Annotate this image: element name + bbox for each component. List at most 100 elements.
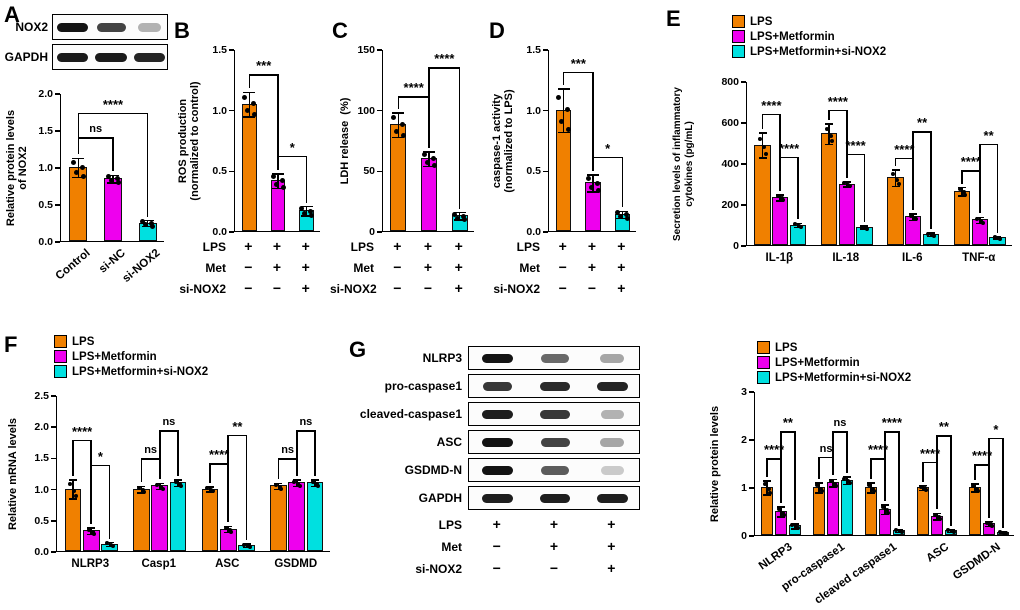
error-bar-cap xyxy=(107,174,119,177)
data-point xyxy=(998,530,1003,535)
significance-bracket xyxy=(159,430,179,432)
data-point xyxy=(556,95,562,101)
western-blot-pyroptosis: NLRP3 pro-caspase1 cleaved-caspase1 ASC GSDM… xyxy=(352,346,652,590)
error-bar-cap xyxy=(243,91,256,94)
data-point xyxy=(308,208,314,214)
error-bar-cap xyxy=(842,186,851,188)
blot-protein-label: cleaved-caspase1 xyxy=(359,407,462,421)
error-bar-cap xyxy=(985,525,993,528)
data-point xyxy=(292,479,297,484)
y-tick-mark xyxy=(741,245,746,247)
y-tick-label: 1.5 xyxy=(34,452,49,465)
error-bar-cap xyxy=(933,512,941,515)
bar xyxy=(953,190,971,245)
data-point xyxy=(970,483,975,488)
error-bar-cap xyxy=(958,194,967,197)
significance-bracket-leg xyxy=(894,157,897,167)
data-point xyxy=(984,520,989,525)
significance-bracket-leg xyxy=(277,155,279,170)
significance-bracket-leg xyxy=(779,156,782,191)
significance-bracket-leg xyxy=(314,430,316,477)
error-bar-cap xyxy=(842,483,851,486)
data-point xyxy=(924,487,929,492)
blot-band xyxy=(482,381,513,391)
bar xyxy=(887,177,904,245)
significance-bracket-leg xyxy=(428,66,430,148)
y-tick-mark xyxy=(741,204,746,206)
treatment-sign: − xyxy=(558,280,567,296)
significance-bracket-leg xyxy=(779,113,782,191)
error-bar-cap xyxy=(392,136,405,139)
treatment-sign: + xyxy=(617,259,626,275)
error-bar-cap xyxy=(72,157,85,160)
legend-swatch xyxy=(757,341,770,354)
bar xyxy=(241,103,257,231)
treatment-sign: − xyxy=(393,259,402,275)
panel-label-c: C xyxy=(332,18,348,43)
bar xyxy=(270,485,287,551)
x-category-label: IL-18 xyxy=(832,252,860,264)
data-point xyxy=(961,190,966,195)
y-tick-label: 0 xyxy=(733,240,739,252)
error-bar-cap xyxy=(616,210,629,213)
data-point xyxy=(865,226,870,231)
data-point xyxy=(790,523,795,528)
data-point xyxy=(957,187,962,192)
significance-label: * xyxy=(289,139,295,155)
data-point xyxy=(310,479,315,484)
significance-label: * xyxy=(97,448,103,464)
error-bar-cap xyxy=(311,479,320,482)
significance-bracket xyxy=(78,112,148,115)
significance-bracket-leg xyxy=(863,153,866,222)
y-tick-mark xyxy=(55,93,60,95)
data-point xyxy=(430,156,436,162)
treatment-sign: − xyxy=(558,259,567,275)
blot-band xyxy=(596,493,628,503)
bar xyxy=(133,488,150,551)
significance-bracket-leg xyxy=(794,431,796,520)
data-point xyxy=(210,489,215,494)
error-bar-cap xyxy=(205,491,214,493)
significance-bracket-leg xyxy=(108,464,111,539)
x-category-label: IL-1β xyxy=(765,252,793,264)
error-bar-cap xyxy=(141,225,154,228)
treatment-sign: + xyxy=(607,538,616,554)
y-tick-label: 0.5 xyxy=(38,199,53,211)
significance-label: ** xyxy=(983,127,994,143)
error-bar-cap xyxy=(777,506,785,508)
data-point xyxy=(594,180,600,186)
legend-item: LPS xyxy=(757,340,911,355)
legend-item-label: LPS+Metformin+si-NOX2 xyxy=(72,365,209,378)
y-axis-label: Secretion levels of inflammatory cytokin… xyxy=(672,87,695,241)
y-tick-mark xyxy=(55,130,60,132)
error-bar-cap xyxy=(423,151,435,153)
treatment-sign: + xyxy=(301,280,310,296)
significance-bracket xyxy=(141,458,160,460)
error-bar-cap xyxy=(919,489,928,492)
y-tick-mark xyxy=(51,457,56,460)
data-point xyxy=(565,107,571,113)
y-tick-label: 0.5 xyxy=(34,514,49,527)
treatment-sign: + xyxy=(549,516,559,532)
significance-bracket xyxy=(296,430,316,432)
error-bar-cap xyxy=(790,523,799,525)
data-point xyxy=(309,212,315,218)
significance-label: ns xyxy=(281,444,295,457)
data-point xyxy=(847,481,852,486)
data-point xyxy=(918,484,923,489)
blot-band xyxy=(541,353,569,363)
treatment-sign: − xyxy=(244,259,253,275)
treatment-sign: − xyxy=(549,560,559,576)
blot-band xyxy=(597,381,628,391)
data-point xyxy=(780,510,785,515)
data-point xyxy=(452,211,458,217)
significance-label: ** xyxy=(782,415,793,431)
error-bar-cap xyxy=(909,219,918,222)
significance-bracket xyxy=(209,463,229,465)
data-point xyxy=(270,174,276,180)
data-point xyxy=(963,192,968,197)
bar xyxy=(421,158,437,231)
blot-band-box xyxy=(468,374,640,398)
x-category-label: ASC xyxy=(215,558,240,570)
y-tick-mark xyxy=(543,109,548,112)
